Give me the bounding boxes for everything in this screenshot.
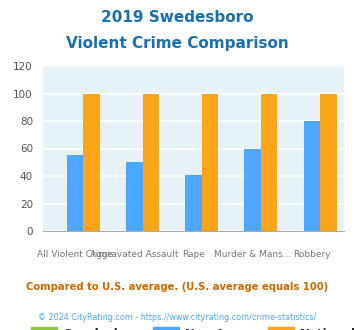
- Bar: [126, 162, 143, 231]
- Text: Compared to U.S. average. (U.S. average equals 100): Compared to U.S. average. (U.S. average …: [26, 282, 329, 292]
- Bar: [185, 175, 202, 231]
- Bar: [304, 121, 320, 231]
- Bar: [320, 93, 337, 231]
- Text: 2019 Swedesboro: 2019 Swedesboro: [101, 10, 254, 25]
- Text: Murder & Mans...: Murder & Mans...: [214, 250, 291, 259]
- Bar: [67, 155, 83, 231]
- Text: Rape: Rape: [182, 250, 205, 259]
- Bar: [83, 93, 100, 231]
- Text: All Violent Crime: All Violent Crime: [37, 250, 113, 259]
- Legend: Swedesboro, New Jersey, National: Swedesboro, New Jersey, National: [26, 323, 355, 330]
- Bar: [202, 93, 218, 231]
- Bar: [244, 148, 261, 231]
- Text: © 2024 CityRating.com - https://www.cityrating.com/crime-statistics/: © 2024 CityRating.com - https://www.city…: [38, 313, 317, 322]
- Text: Robbery: Robbery: [293, 250, 331, 259]
- Text: Violent Crime Comparison: Violent Crime Comparison: [66, 36, 289, 51]
- Bar: [143, 93, 159, 231]
- Text: Aggravated Assault: Aggravated Assault: [90, 250, 179, 259]
- Bar: [261, 93, 278, 231]
